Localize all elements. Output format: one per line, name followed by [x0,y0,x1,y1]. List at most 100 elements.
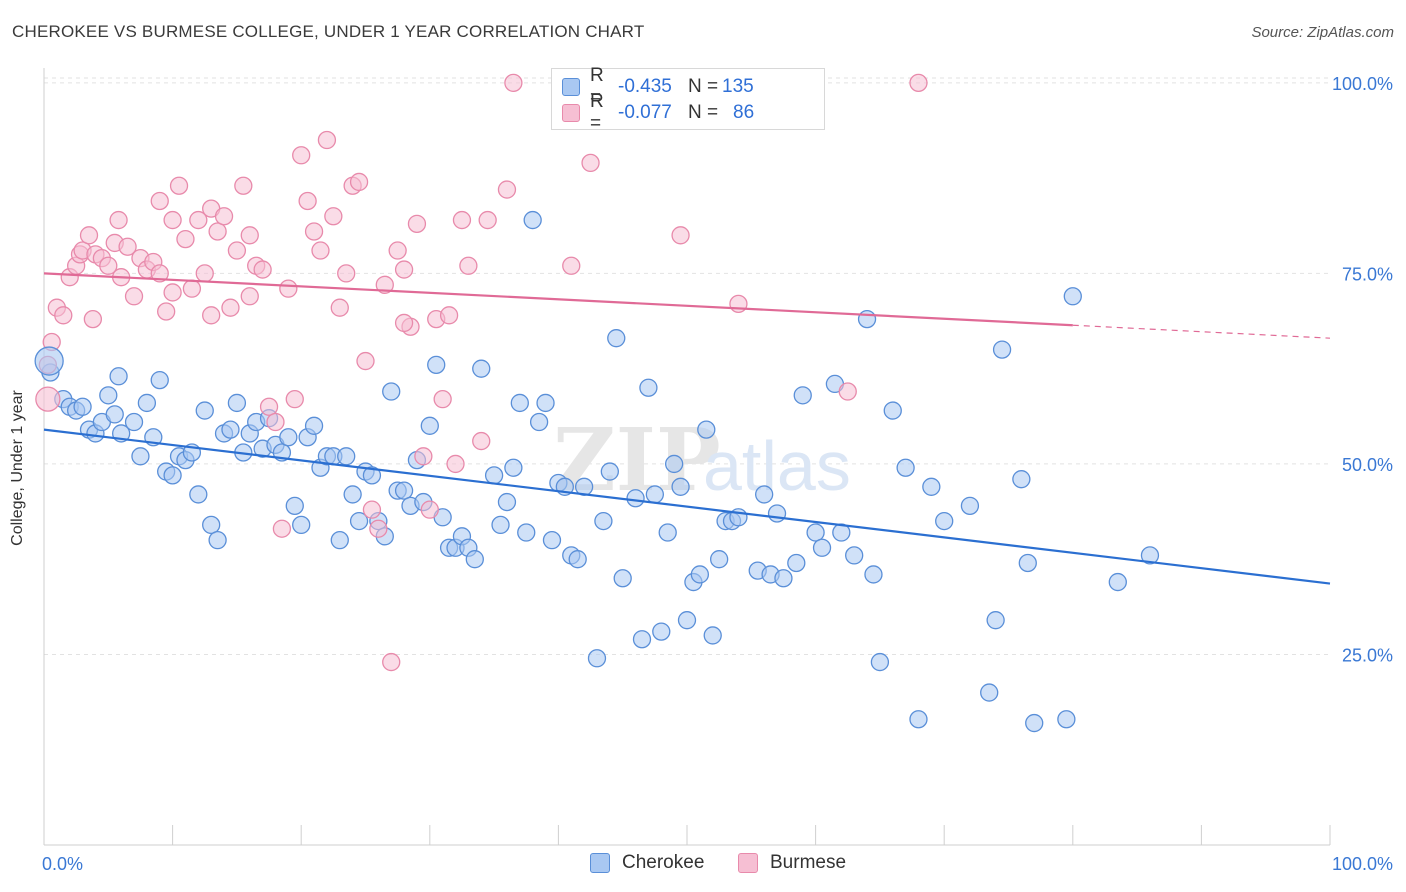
burmese-point [157,302,176,321]
cherokee-point [337,447,356,466]
cherokee-point [806,523,825,542]
cherokee-point [536,393,555,413]
burmese-point [562,256,581,275]
cherokee-point [710,550,729,569]
n-label: N = [688,102,719,123]
burmese-point [240,226,259,245]
n-value-burmese: 86 [733,102,755,123]
cherokee-point [285,496,304,515]
cherokee-point [523,210,542,230]
burmese-point [446,454,465,474]
cherokee-point [163,466,182,485]
cherokee-point [484,466,504,485]
burmese-point [202,306,221,325]
cherokee-point [677,611,697,630]
cherokee-point [105,405,124,424]
cherokee-point [292,515,311,535]
r-label: R = [590,91,604,134]
burmese-point [163,210,182,230]
cherokee-point [864,565,883,584]
burmese-point [433,390,452,409]
cherokee-point [510,393,529,413]
cherokee-point [34,346,64,376]
cherokee-point [420,416,439,435]
burmese-point [35,386,61,412]
burmese-point [317,130,337,150]
cherokee-point [1140,546,1160,565]
cherokee-point [542,530,562,550]
burmese-point [272,519,292,538]
legend-item-cherokee[interactable]: Cherokee [590,852,704,874]
burmese-point [150,191,169,211]
cherokee-point [504,458,523,477]
cherokee-point [208,530,227,550]
cherokee-point [909,710,928,729]
burmese-point [581,153,600,173]
burmese-point [909,73,928,93]
cherokee-point [703,626,722,645]
cherokee-point [109,367,128,386]
n-value-cherokee: 135 [722,76,754,97]
burmese-point [227,241,247,260]
n-label: N = [688,76,719,97]
cherokee-point [755,485,774,504]
burmese-point [671,226,690,245]
cherokee-point [896,458,915,477]
y-tick-label-75: 75.0% [1342,264,1393,284]
cherokee-point [362,466,382,485]
cherokee-point [1012,470,1031,489]
cherokee-point [664,454,684,474]
burmese-point [472,431,491,451]
burmese-point [369,519,388,538]
cherokee-point [652,622,671,641]
cherokee-point [202,515,221,535]
burmese-point [208,222,227,241]
burmese-point [298,191,317,211]
legend-row-burmese: R = -0.077 N = 86 [562,91,755,134]
cherokee-point [1025,713,1044,733]
burmese-point [497,180,517,199]
burmese-point [420,500,439,519]
burmese-point [394,260,414,279]
burmese-point [382,652,401,672]
cherokee-point [626,489,645,508]
burmese-trend-extension [1072,324,1331,339]
cherokee-point [857,309,877,329]
legend-row-cherokee: R = -0.435 N = 135 [562,65,754,108]
burmese-point [394,313,414,333]
cherokee-point [137,393,157,413]
burmese-point [259,397,279,416]
watermark-atlas: atlas [703,427,851,505]
burmese-point [253,260,272,279]
cherokee-point [774,569,793,588]
cherokee-swatch [562,78,580,96]
burmese-point [838,382,857,401]
burmese-point [330,298,349,317]
cherokee-point [935,511,954,531]
burmese-swatch [738,853,758,873]
cherokee-point [189,485,208,504]
burmese-point [109,210,128,230]
r-value-cherokee: -0.435 [618,76,672,97]
cherokee-point [587,649,607,668]
burmese-point [459,256,478,275]
burmese-point [337,264,356,283]
series-legend: Cherokee Burmese [0,852,1406,878]
cherokee-point [922,477,941,496]
r-value-burmese: -0.077 [618,102,672,123]
cherokee-point [150,370,169,390]
burmese-point [324,207,343,226]
cherokee-point [124,412,144,432]
cherokee-point [632,630,652,649]
cherokee-point [465,550,484,569]
cherokee-point [992,340,1012,359]
cherokee-swatch [590,853,610,873]
cherokee-point [349,511,369,531]
y-tick-label-50: 50.0% [1342,455,1393,475]
cherokee-point [304,416,324,435]
burmese-swatch [562,104,580,122]
burmese-point [182,279,202,298]
cherokee-point [195,401,214,420]
legend-item-burmese[interactable]: Burmese [738,852,846,874]
